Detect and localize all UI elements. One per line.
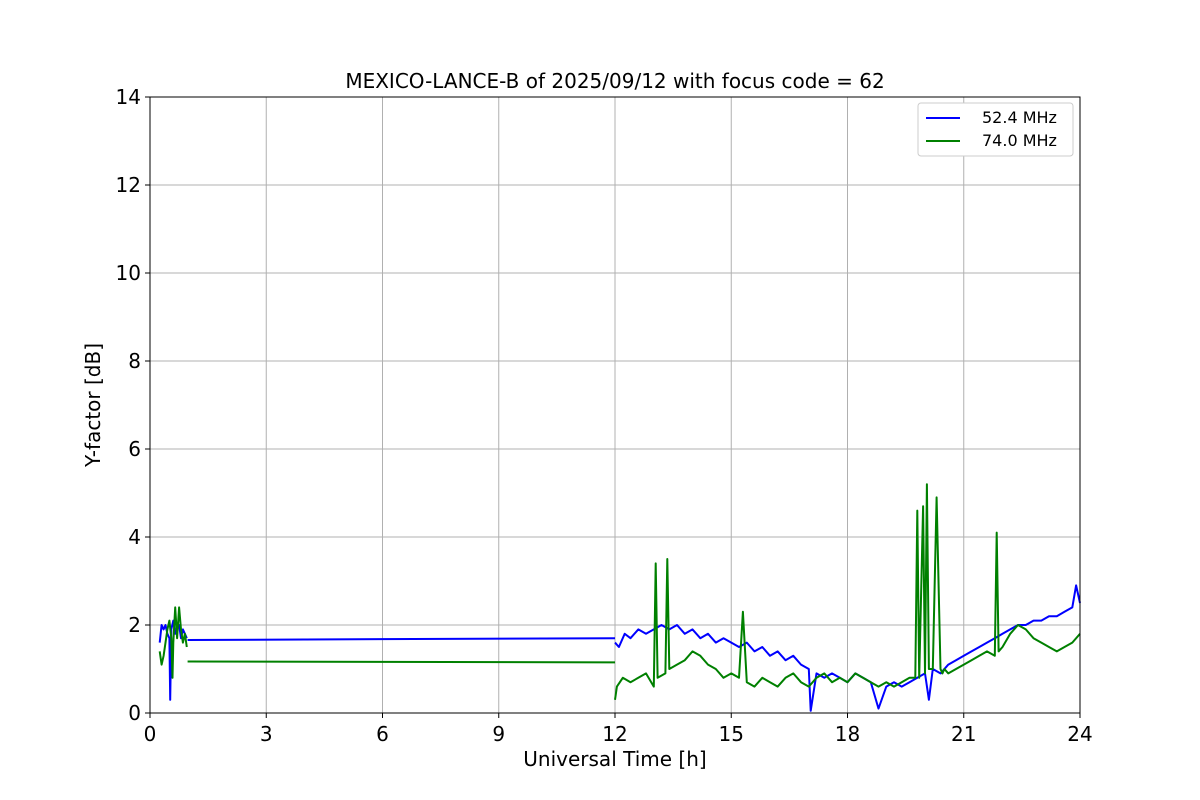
legend-entry-74-0: 74.0 MHz: [982, 131, 1057, 150]
gridlines: [149, 96, 1081, 714]
x-tick-label: 6: [376, 722, 389, 746]
y-axis-label: Y-factor [dB]: [81, 343, 105, 468]
y-tick-label: 12: [116, 173, 141, 197]
series-line-74-0: [158, 606, 188, 679]
x-axis-label: Universal Time [h]: [523, 747, 706, 771]
legend: 52.4 MHz 74.0 MHz: [917, 102, 1074, 157]
x-tick-label: 15: [719, 722, 744, 746]
plot-area: [158, 483, 1081, 712]
y-tick-label: 4: [128, 525, 141, 549]
x-tick-label: 24: [1067, 722, 1092, 746]
x-tick-label: 18: [835, 722, 860, 746]
y-tick-label: 10: [116, 261, 141, 285]
chart-title: MEXICO-LANCE-B of 2025/09/12 with focus …: [345, 69, 884, 93]
y-tick-label: 14: [116, 85, 141, 109]
x-tick-label: 0: [144, 722, 157, 746]
x-tick-label: 21: [951, 722, 976, 746]
y-tick-label: 0: [128, 701, 141, 725]
x-axis-ticks: 0 3 6 9 12 15 18 21 24: [144, 713, 1093, 746]
legend-box: [917, 102, 1074, 157]
y-tick-label: 6: [128, 437, 141, 461]
series-line-74-0: [187, 660, 616, 664]
y-tick-label: 2: [128, 613, 141, 637]
legend-entry-52-4: 52.4 MHz: [982, 108, 1057, 127]
x-tick-label: 12: [602, 722, 627, 746]
series-line-74-0: [614, 483, 1081, 700]
x-tick-label: 9: [492, 722, 505, 746]
x-tick-label: 3: [260, 722, 273, 746]
series-line-52-4: [187, 637, 616, 641]
y-axis-ticks: 0 2 4 6 8 10 12 14: [116, 85, 150, 725]
y-tick-label: 8: [128, 349, 141, 373]
